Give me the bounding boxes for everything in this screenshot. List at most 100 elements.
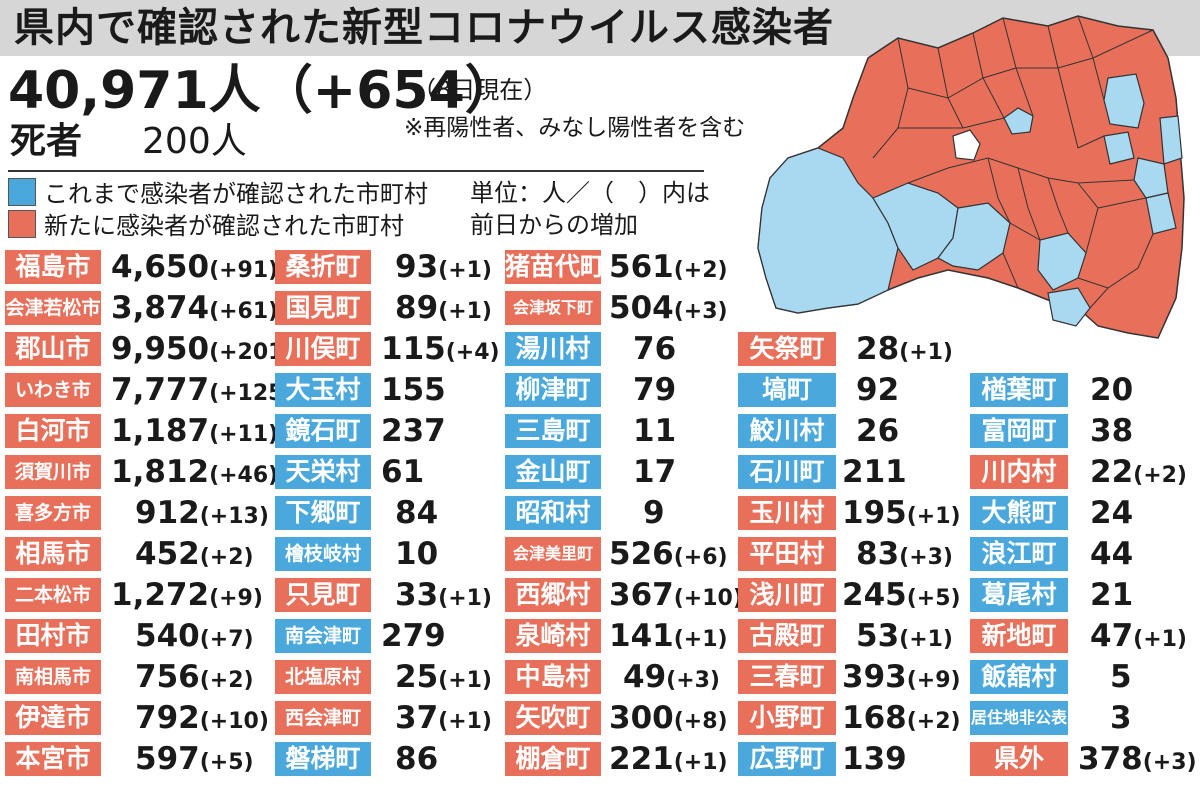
map-region-coast-2: [1159, 115, 1183, 165]
map-region-coast-5: [1103, 131, 1135, 165]
municipality-label: 県外: [970, 742, 1068, 776]
municipality-label: 会津坂下町: [505, 291, 601, 325]
case-count: 25(+1): [395, 659, 492, 695]
case-count: 155: [381, 372, 446, 408]
case-count: 24: [1090, 495, 1134, 531]
map-region-south-3: [1047, 287, 1091, 327]
case-count: 38: [1090, 413, 1134, 449]
case-count: 4,650(+91): [111, 249, 279, 285]
unit-note-line1: 単位：人／（ ）内は: [470, 179, 710, 207]
case-count: 92: [856, 372, 900, 408]
case-count: 139: [842, 741, 907, 777]
municipality-label: 新地町: [970, 619, 1068, 653]
municipality-label: 柳津町: [505, 373, 601, 407]
municipality-label: 田村市: [5, 619, 101, 653]
municipality-label: 猪苗代町: [505, 250, 601, 284]
case-count: 393(+9): [842, 659, 961, 695]
case-count: 3: [1110, 700, 1132, 736]
municipality-label: 広野町: [738, 742, 836, 776]
case-count: 378(+3): [1078, 741, 1197, 777]
case-count: 47(+1): [1090, 618, 1187, 654]
case-count: 49(+3): [623, 659, 720, 695]
municipality-label: 飯舘村: [970, 660, 1068, 694]
municipality-label: 古殿町: [738, 619, 836, 653]
deaths-label: 死者: [10, 121, 83, 162]
municipality-label: 石川町: [738, 455, 836, 489]
page-title: 県内で確認された新型コロナウイルス感染者: [14, 5, 834, 51]
municipality-label: 平田村: [738, 537, 836, 571]
municipality-label: 本宮市: [5, 742, 101, 776]
case-count: 33(+1): [395, 577, 492, 613]
case-count: 76: [633, 331, 677, 367]
municipality-label: 伊達市: [5, 701, 101, 735]
case-count: 452(+2): [135, 536, 254, 572]
municipality-label: 只見町: [275, 578, 371, 612]
case-count: 28(+1): [856, 331, 953, 367]
municipality-label: 国見町: [275, 291, 371, 325]
municipality-label: 西会津町: [275, 701, 371, 735]
municipality-label: 福島市: [5, 250, 101, 284]
case-count: 89(+1): [395, 290, 492, 326]
case-count: 3,874(+61): [111, 290, 279, 326]
municipality-label: 楢葉町: [970, 373, 1068, 407]
case-count: 300(+8): [609, 700, 728, 736]
legend-red-swatch: [8, 210, 36, 238]
municipality-label: いわき市: [5, 373, 101, 407]
case-count: 168(+2): [842, 700, 961, 736]
case-count: 912(+13): [135, 495, 269, 531]
municipality-label: 磐梯町: [275, 742, 371, 776]
case-count: 792(+10): [135, 700, 269, 736]
case-count: 504(+3): [609, 290, 728, 326]
municipality-label: 天栄村: [275, 455, 371, 489]
case-count: 61: [381, 454, 425, 490]
municipality-label: 大熊町: [970, 496, 1068, 530]
case-count: 279: [381, 618, 446, 654]
municipality-label: 南会津町: [275, 619, 371, 653]
case-count: 53(+1): [856, 618, 953, 654]
map-region-white: [952, 129, 981, 161]
inclusion-note: ※再陽性者、みなし陽性者を含む: [404, 115, 746, 141]
municipality-label: 矢祭町: [738, 332, 836, 366]
municipality-label: 南相馬市: [5, 660, 101, 694]
municipality-label: 鏡石町: [275, 414, 371, 448]
case-count: 211: [842, 454, 907, 490]
legend-blue-swatch: [8, 178, 36, 206]
case-count: 1,812(+46): [111, 454, 279, 490]
legend-red: 新たに感染者が確認された市町村: [8, 210, 404, 241]
map-region-north-small: [1003, 107, 1034, 135]
case-count: 221(+1): [609, 741, 728, 777]
municipality-label: 檜枝岐村: [275, 537, 371, 571]
legend-red-label: 新たに感染者が確認された市町村: [44, 212, 404, 240]
case-count: 10: [395, 536, 439, 572]
total-cases: 40,971人（+654）: [8, 61, 517, 121]
case-count: 84: [395, 495, 439, 531]
municipality-label: 会津若松市: [5, 291, 101, 325]
municipality-label: 浅川町: [738, 578, 836, 612]
deaths-line: 死者 200人: [10, 120, 247, 164]
case-count: 93(+1): [395, 249, 492, 285]
case-count: 83(+3): [856, 536, 953, 572]
case-count: 37(+1): [395, 700, 492, 736]
map-region-coast-4: [1145, 192, 1177, 235]
divider: [8, 170, 704, 172]
case-count: 561(+2): [609, 249, 728, 285]
municipality-label: 喜多方市: [5, 496, 101, 530]
municipality-label: 西郷村: [505, 578, 601, 612]
unit-note-line2: 前日からの増加: [470, 211, 638, 239]
map-region-coast-1: [1103, 73, 1145, 129]
case-count: 1,272(+9): [111, 577, 263, 613]
municipality-label: 大玉村: [275, 373, 371, 407]
case-count: 195(+1): [842, 495, 961, 531]
municipality-label: 富岡町: [970, 414, 1068, 448]
legend-blue: これまで感染者が確認された市町村: [8, 178, 428, 209]
fukushima-map: [757, 15, 1185, 339]
municipality-label: 中島村: [505, 660, 601, 694]
municipality-label: 金山町: [505, 455, 601, 489]
municipality-label: 棚倉町: [505, 742, 601, 776]
case-count: 26: [856, 413, 900, 449]
municipality-label: 会津美里町: [505, 537, 601, 571]
case-count: 141(+1): [609, 618, 728, 654]
case-count: 21: [1090, 577, 1134, 613]
municipality-label: 須賀川市: [5, 455, 101, 489]
as-of-date: （8日現在）: [412, 76, 548, 104]
